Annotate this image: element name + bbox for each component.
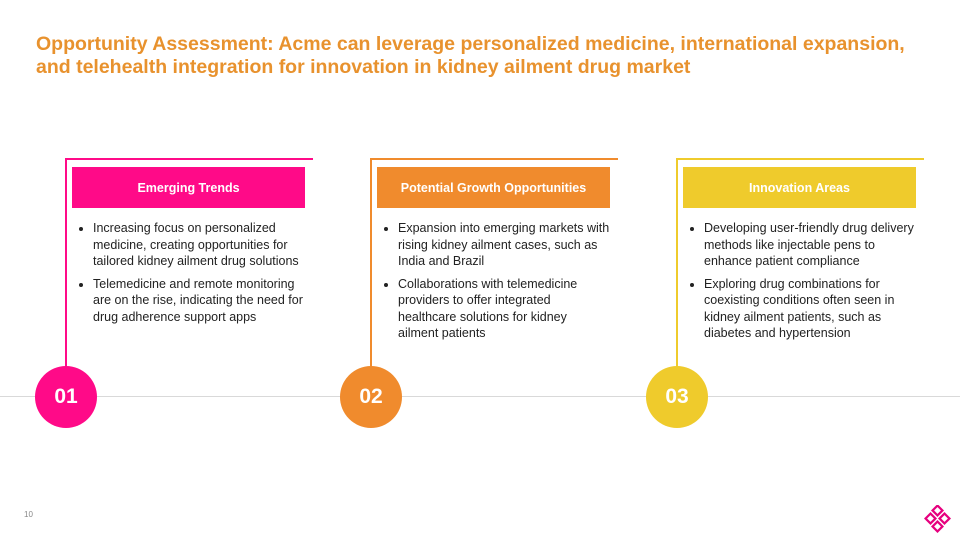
bullet: Collaborations with telemedicine provide…: [398, 276, 610, 342]
column-header: Innovation Areas: [683, 167, 916, 208]
bullet-list: Expansion into emerging markets with ris…: [378, 220, 610, 348]
column: Innovation Areas Developing user-friendly…: [646, 158, 926, 428]
bracket: [370, 158, 372, 368]
bullet-list: Increasing focus on personalized medicin…: [73, 220, 305, 331]
bullet: Increasing focus on personalized medicin…: [93, 220, 305, 270]
step-number: 02: [340, 366, 402, 428]
column-header: Potential Growth Opportunities: [377, 167, 610, 208]
bracket: [65, 158, 67, 368]
column: Emerging Trends Increasing focus on perso…: [35, 158, 315, 428]
bracket: [676, 158, 924, 160]
logo: [924, 505, 952, 533]
bullet: Telemedicine and remote monitoring are o…: [93, 276, 305, 326]
bullet-list: Developing user-friendly drug delivery m…: [684, 220, 916, 348]
slide-title: Opportunity Assessment: Acme can leverag…: [36, 33, 905, 78]
bullet: Developing user-friendly drug delivery m…: [704, 220, 916, 270]
column: Potential Growth Opportunities Expansion …: [340, 158, 620, 428]
bracket: [676, 158, 678, 368]
timeline-line: [0, 396, 960, 397]
column-header: Emerging Trends: [72, 167, 305, 208]
bullet: Expansion into emerging markets with ris…: [398, 220, 610, 270]
page-number: 10: [24, 510, 33, 519]
bullet: Exploring drug combinations for coexisti…: [704, 276, 916, 342]
step-number: 03: [646, 366, 708, 428]
step-number: 01: [35, 366, 97, 428]
bracket: [65, 158, 313, 160]
bracket: [370, 158, 618, 160]
